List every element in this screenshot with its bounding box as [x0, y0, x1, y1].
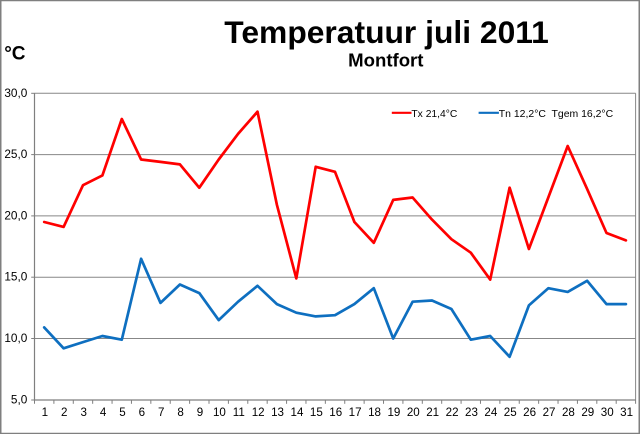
svg-text:15,0: 15,0 — [4, 270, 27, 284]
svg-text:°C: °C — [4, 43, 26, 64]
svg-text:31: 31 — [620, 406, 633, 419]
svg-text:17: 17 — [349, 406, 362, 419]
svg-text:10: 10 — [213, 406, 226, 419]
svg-text:14: 14 — [291, 406, 304, 419]
svg-text:15: 15 — [310, 406, 323, 419]
svg-text:20: 20 — [407, 406, 420, 419]
svg-text:28: 28 — [562, 406, 575, 419]
svg-text:22: 22 — [446, 406, 459, 419]
svg-text:2: 2 — [61, 406, 67, 419]
svg-text:7: 7 — [158, 406, 164, 419]
svg-text:25: 25 — [504, 406, 517, 419]
svg-text:10,0: 10,0 — [4, 331, 27, 345]
svg-text:18: 18 — [368, 406, 381, 419]
svg-text:8: 8 — [177, 406, 183, 419]
svg-text:9: 9 — [197, 406, 203, 419]
svg-text:27: 27 — [543, 406, 556, 419]
svg-text:1: 1 — [42, 406, 48, 419]
svg-text:26: 26 — [523, 406, 536, 419]
svg-text:16: 16 — [329, 406, 342, 419]
svg-text:5: 5 — [119, 406, 125, 419]
svg-text:11: 11 — [233, 406, 245, 419]
svg-text:Montfort: Montfort — [348, 49, 423, 70]
svg-text:19: 19 — [387, 406, 400, 419]
svg-text:29: 29 — [581, 406, 594, 419]
svg-text:Tx 21,4°C: Tx 21,4°C — [411, 109, 457, 120]
svg-text:3: 3 — [80, 406, 86, 419]
svg-text:4: 4 — [100, 406, 107, 419]
svg-text:20,0: 20,0 — [4, 208, 27, 222]
svg-text:5,0: 5,0 — [11, 392, 28, 406]
svg-text:Temperatuur juli 2011: Temperatuur juli 2011 — [224, 14, 549, 50]
svg-text:24: 24 — [484, 406, 497, 419]
svg-text:30,0: 30,0 — [4, 86, 27, 100]
svg-text:Tn 12,2°C Tgem 16,2°C: Tn 12,2°C Tgem 16,2°C — [499, 109, 614, 120]
svg-text:25,0: 25,0 — [4, 147, 27, 161]
svg-text:23: 23 — [465, 406, 478, 419]
svg-text:6: 6 — [139, 406, 145, 419]
svg-text:12: 12 — [252, 406, 265, 419]
svg-text:21: 21 — [426, 406, 439, 419]
svg-text:13: 13 — [271, 406, 284, 419]
svg-text:30: 30 — [601, 406, 614, 419]
